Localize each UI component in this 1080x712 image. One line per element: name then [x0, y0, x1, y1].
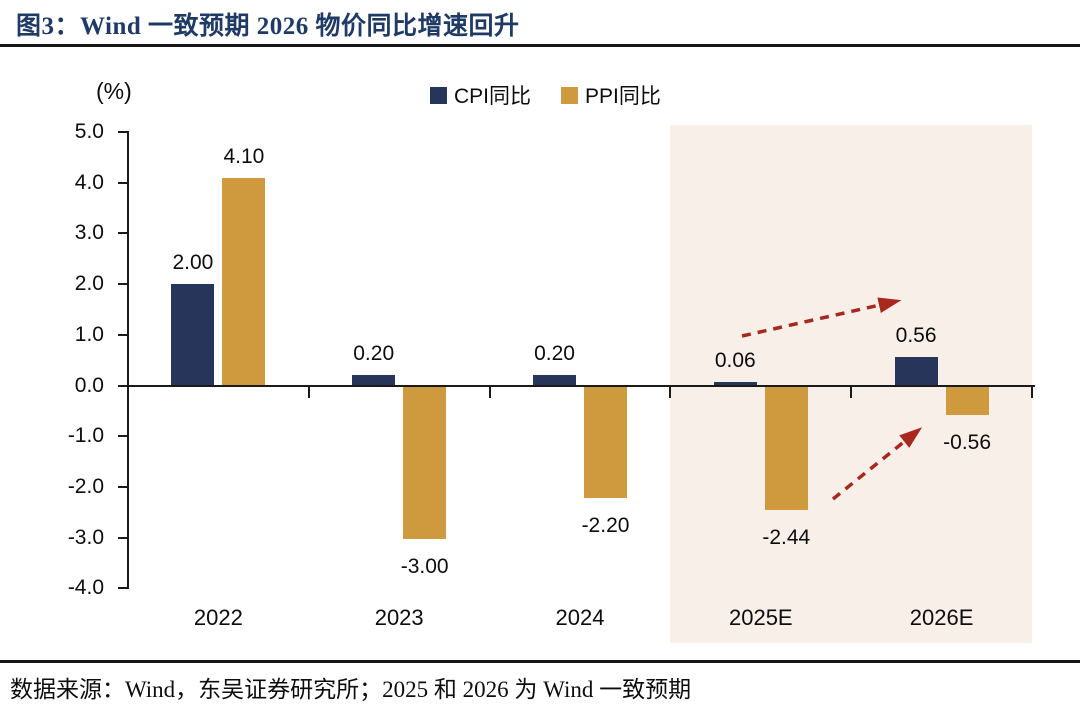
bar-cpi-2026e: [894, 357, 938, 386]
y-tick-label: 1.0: [74, 322, 104, 346]
value-label: -2.44: [762, 526, 811, 550]
bar-ppi-2022: [222, 177, 266, 386]
y-axis-tick: [118, 435, 128, 438]
y-tick-label: 2.0: [74, 272, 104, 296]
bar-cpi-2024: [533, 375, 576, 386]
legend-swatch-icon: [430, 86, 447, 104]
y-axis-tick: [118, 485, 128, 488]
bar-ppi-2025e: [764, 386, 808, 511]
y-axis-tick: [118, 283, 128, 286]
y-tick-label: 5.0: [74, 120, 104, 143]
y-tick-label: -1.0: [67, 424, 104, 448]
value-label: -3.00: [400, 554, 449, 578]
bar-ppi-2024: [584, 386, 627, 499]
value-label: -2.20: [581, 514, 630, 538]
y-axis-tick: [118, 131, 128, 133]
legend-label: PPI同比: [585, 85, 661, 108]
legend-swatch-icon: [561, 86, 579, 104]
x-tick-label-2026e: 2026E: [909, 605, 974, 630]
value-label: 4.10: [223, 144, 265, 168]
value-label: 0.56: [895, 324, 937, 348]
x-tick-label-2024: 2024: [555, 605, 605, 630]
y-axis-tick: [118, 181, 128, 184]
legend-item-cpi: CPI同比: [430, 80, 531, 110]
title-divider: [0, 44, 1080, 47]
x-axis-tick: [1031, 386, 1033, 398]
y-tick-label: -4.0: [67, 576, 104, 600]
x-tick-label-2025e: 2025E: [728, 605, 793, 630]
cpi-ppi-bar-chart: (%) CPI同比 PPI同比 2.00 0.20 0.20 0.06 0.56 4.10 -…: [0, 48, 1080, 660]
y-axis-tick: [118, 333, 128, 336]
value-label: -0.56: [943, 430, 992, 454]
bar-cpi-2022: [171, 284, 215, 386]
legend-label: CPI同比: [454, 85, 532, 108]
bar-cpi-2025e: [713, 382, 757, 386]
x-axis-tick: [669, 386, 672, 398]
y-axis-tick: [118, 232, 128, 235]
x-tick-label-2023: 2023: [374, 605, 424, 630]
value-label: 0.06: [714, 349, 756, 373]
x-axis-zero-line: [127, 384, 1035, 387]
chart-legend: CPI同比 PPI同比: [430, 80, 661, 110]
figure-title: 图3：Wind 一致预期 2026 物价同比增速回升: [16, 13, 520, 40]
footer-divider: [0, 660, 1080, 663]
y-tick-label: 4.0: [74, 170, 104, 194]
bar-ppi-2023: [403, 386, 447, 539]
legend-item-ppi: PPI同比: [561, 80, 661, 110]
bar-cpi-2023: [352, 375, 396, 386]
bar-ppi-2026e: [945, 386, 989, 415]
x-tick-label-2022: 2022: [193, 605, 243, 630]
y-axis-unit-label: (%): [96, 78, 132, 104]
x-axis-tick: [307, 386, 310, 398]
y-tick-label: 3.0: [74, 221, 104, 245]
y-axis-line: [127, 131, 129, 590]
value-label: 0.20: [353, 342, 395, 366]
value-label: 2.00: [172, 251, 214, 275]
x-axis-tick: [488, 386, 491, 398]
value-label: 0.20: [534, 342, 575, 366]
x-axis-tick: [850, 386, 853, 398]
y-tick-label: 0.0: [74, 373, 104, 397]
y-axis-tick: [118, 384, 128, 387]
y-axis-tick: [118, 587, 128, 590]
y-tick-label: -3.0: [67, 525, 104, 549]
data-source-note: 数据来源：Wind，东吴证券研究所；2025 和 2026 为 Wind 一致预…: [10, 677, 692, 702]
y-axis-tick: [118, 536, 128, 539]
y-tick-label: -2.0: [67, 474, 104, 498]
